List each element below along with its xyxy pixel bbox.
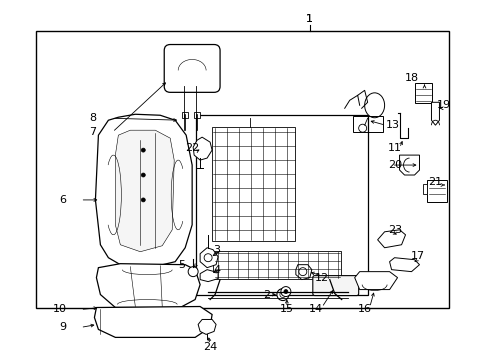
Text: 5: 5 bbox=[178, 260, 185, 270]
Circle shape bbox=[188, 267, 198, 276]
Text: 16: 16 bbox=[357, 305, 371, 315]
Text: 21: 21 bbox=[427, 177, 442, 187]
Text: 9: 9 bbox=[59, 323, 66, 332]
Text: 23: 23 bbox=[388, 225, 402, 235]
Circle shape bbox=[141, 198, 145, 202]
Text: 3: 3 bbox=[213, 245, 220, 255]
Polygon shape bbox=[198, 319, 216, 334]
Bar bbox=[182, 112, 188, 118]
Polygon shape bbox=[354, 272, 397, 289]
Text: 4: 4 bbox=[213, 265, 220, 275]
Polygon shape bbox=[399, 155, 419, 175]
Polygon shape bbox=[96, 264, 200, 307]
Text: 7: 7 bbox=[89, 127, 96, 137]
Bar bbox=[212, 127, 294, 241]
Circle shape bbox=[279, 292, 285, 298]
Circle shape bbox=[276, 289, 288, 301]
Polygon shape bbox=[95, 114, 192, 268]
Text: 13: 13 bbox=[385, 120, 399, 130]
Text: 14: 14 bbox=[308, 305, 322, 315]
Polygon shape bbox=[377, 230, 405, 248]
Text: 1: 1 bbox=[305, 14, 313, 24]
Text: 12: 12 bbox=[314, 273, 328, 283]
Ellipse shape bbox=[364, 93, 384, 118]
Circle shape bbox=[141, 148, 145, 152]
Bar bbox=[196, 115, 367, 294]
Text: 15: 15 bbox=[279, 305, 293, 315]
Text: 24: 24 bbox=[203, 342, 217, 352]
FancyBboxPatch shape bbox=[312, 276, 358, 296]
Text: 8: 8 bbox=[89, 113, 96, 123]
Circle shape bbox=[141, 173, 145, 177]
Text: 18: 18 bbox=[404, 73, 418, 84]
Bar bbox=[36, 31, 448, 307]
Polygon shape bbox=[193, 137, 212, 160]
Polygon shape bbox=[389, 258, 419, 272]
Bar bbox=[423, 184, 427, 194]
Text: 11: 11 bbox=[387, 143, 401, 153]
Circle shape bbox=[284, 289, 287, 293]
Circle shape bbox=[298, 268, 306, 276]
Circle shape bbox=[203, 254, 212, 262]
Polygon shape bbox=[200, 270, 218, 282]
Text: 2: 2 bbox=[263, 289, 270, 300]
Circle shape bbox=[358, 124, 366, 132]
Bar bbox=[352, 116, 382, 132]
Polygon shape bbox=[94, 306, 212, 337]
Bar bbox=[194, 112, 200, 118]
Polygon shape bbox=[115, 130, 174, 252]
Polygon shape bbox=[295, 265, 311, 280]
Text: 20: 20 bbox=[388, 160, 402, 170]
Text: 6: 6 bbox=[60, 195, 66, 205]
Text: 19: 19 bbox=[435, 100, 449, 110]
Text: 10: 10 bbox=[52, 305, 66, 315]
Polygon shape bbox=[430, 102, 439, 125]
Bar bbox=[427, 180, 447, 202]
FancyBboxPatch shape bbox=[164, 45, 220, 92]
Text: 1: 1 bbox=[305, 14, 313, 24]
Polygon shape bbox=[200, 248, 218, 268]
Bar bbox=[414, 84, 431, 103]
Text: 22: 22 bbox=[184, 143, 199, 153]
Circle shape bbox=[280, 287, 290, 297]
Bar bbox=[213, 251, 340, 279]
Text: 17: 17 bbox=[409, 251, 424, 261]
